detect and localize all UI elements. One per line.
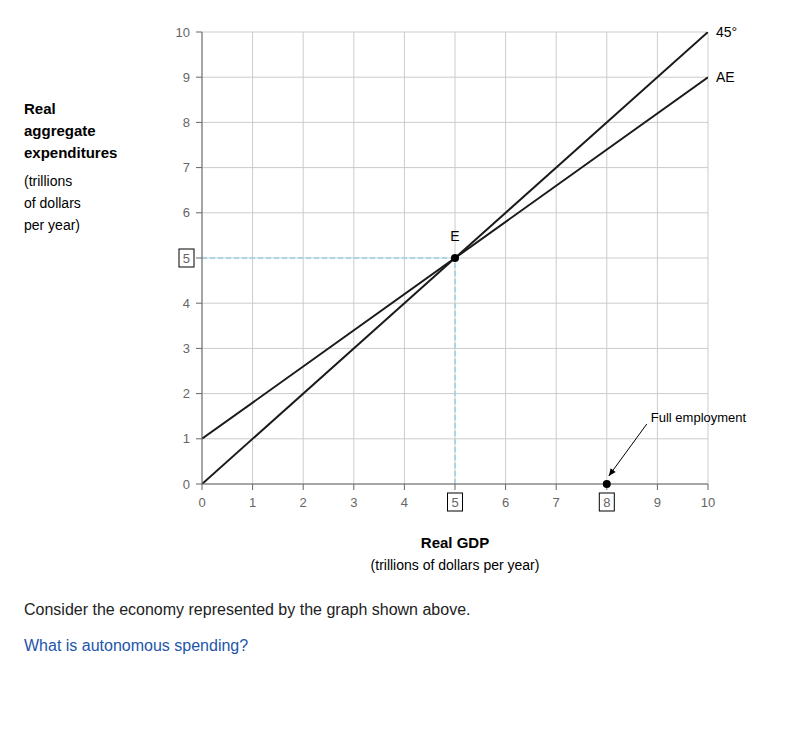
svg-text:AE: AE xyxy=(716,69,735,85)
svg-text:5: 5 xyxy=(451,495,458,510)
svg-text:10: 10 xyxy=(701,495,715,510)
svg-text:Full employment: Full employment xyxy=(651,410,747,425)
svg-text:8: 8 xyxy=(603,495,610,510)
svg-text:6: 6 xyxy=(183,205,190,220)
html-text:Real GDP: Real GDP xyxy=(420,534,490,551)
svg-text:1: 1 xyxy=(183,431,190,446)
svg-text:3: 3 xyxy=(350,495,357,510)
svg-text:5: 5 xyxy=(183,251,190,266)
svg-text:3: 3 xyxy=(183,341,190,356)
svg-text:7: 7 xyxy=(553,495,560,510)
html-text:(trillions: (trillions xyxy=(24,173,73,189)
html-text:aggregate: aggregate xyxy=(24,122,96,139)
svg-text:1: 1 xyxy=(249,495,256,510)
svg-text:4: 4 xyxy=(401,495,408,510)
svg-text:0: 0 xyxy=(183,477,190,492)
html-text:per year): per year) xyxy=(24,217,80,233)
svg-text:7: 7 xyxy=(183,160,190,175)
svg-text:E: E xyxy=(450,228,459,244)
svg-text:0: 0 xyxy=(198,495,205,510)
svg-text:8: 8 xyxy=(183,115,190,130)
html-text:What is autonomous spending?: What is autonomous spending? xyxy=(24,637,249,654)
svg-text:2: 2 xyxy=(300,495,307,510)
svg-text:9: 9 xyxy=(654,495,661,510)
svg-text:6: 6 xyxy=(502,495,509,510)
svg-text:2: 2 xyxy=(183,386,190,401)
svg-text:4: 4 xyxy=(183,296,190,311)
html-text:Consider the economy represent: Consider the economy represented by the … xyxy=(24,601,471,618)
svg-text:10: 10 xyxy=(176,25,190,40)
html-text:of dollars: of dollars xyxy=(24,195,81,211)
html-text:(trillions of dollars per year: (trillions of dollars per year) xyxy=(370,557,540,573)
html-text:Real: Real xyxy=(24,100,56,117)
svg-text:45°: 45° xyxy=(716,24,737,40)
svg-text:9: 9 xyxy=(183,70,190,85)
html-text:expenditures: expenditures xyxy=(24,144,118,161)
